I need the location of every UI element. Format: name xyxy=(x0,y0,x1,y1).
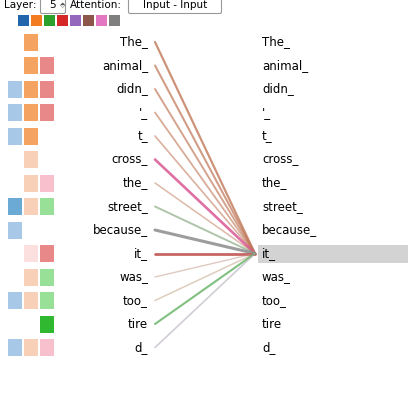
Bar xyxy=(18,15,29,26)
Bar xyxy=(24,33,38,51)
Bar xyxy=(24,80,38,98)
Text: d_: d_ xyxy=(262,341,275,354)
Bar xyxy=(24,151,38,168)
Text: tire: tire xyxy=(262,317,282,330)
Text: didn_: didn_ xyxy=(116,82,148,95)
Text: '_: '_ xyxy=(262,106,271,119)
Text: too_: too_ xyxy=(123,294,148,307)
Text: d_: d_ xyxy=(135,341,148,354)
Bar xyxy=(40,315,54,333)
Bar xyxy=(24,245,38,262)
Text: cross_: cross_ xyxy=(262,153,298,166)
Bar xyxy=(24,175,38,191)
Text: t_: t_ xyxy=(138,129,148,142)
Bar xyxy=(40,57,54,74)
Bar xyxy=(40,292,54,309)
Bar xyxy=(24,198,38,215)
Bar xyxy=(96,15,107,26)
Text: didn_: didn_ xyxy=(262,82,294,95)
Bar xyxy=(40,339,54,356)
Bar xyxy=(8,80,22,98)
Bar xyxy=(8,104,22,121)
Text: too_: too_ xyxy=(262,294,287,307)
Bar xyxy=(8,198,22,215)
Text: because_: because_ xyxy=(93,224,148,237)
Bar xyxy=(109,15,120,26)
Text: The_: The_ xyxy=(262,35,290,49)
Text: was_: was_ xyxy=(262,271,291,284)
Text: Layer:: Layer: xyxy=(4,0,36,10)
FancyBboxPatch shape xyxy=(41,0,66,13)
Bar xyxy=(8,127,22,144)
Text: it_: it_ xyxy=(262,247,276,260)
Bar xyxy=(40,175,54,191)
Text: The_: The_ xyxy=(120,35,148,49)
Bar xyxy=(40,104,54,121)
Bar xyxy=(70,15,81,26)
Bar xyxy=(40,198,54,215)
Bar xyxy=(31,15,42,26)
Text: 5: 5 xyxy=(50,0,56,10)
Bar xyxy=(40,80,54,98)
Text: ⬘: ⬘ xyxy=(60,2,65,8)
Bar xyxy=(83,15,94,26)
Bar xyxy=(24,339,38,356)
Bar xyxy=(24,57,38,74)
Text: tire: tire xyxy=(128,317,148,330)
Text: Attention:: Attention: xyxy=(70,0,122,10)
Bar xyxy=(258,244,408,262)
Bar xyxy=(24,268,38,286)
Bar xyxy=(40,245,54,262)
Text: cross_: cross_ xyxy=(112,153,148,166)
Bar xyxy=(24,104,38,121)
Bar xyxy=(57,15,68,26)
Text: was_: was_ xyxy=(119,271,148,284)
Bar xyxy=(8,222,22,239)
Text: animal_: animal_ xyxy=(262,59,308,72)
Text: '_: '_ xyxy=(139,106,148,119)
Bar xyxy=(40,268,54,286)
Bar xyxy=(8,292,22,309)
Text: the_: the_ xyxy=(262,177,288,189)
Text: the_: the_ xyxy=(122,177,148,189)
Bar xyxy=(24,127,38,144)
Text: it_: it_ xyxy=(134,247,148,260)
Text: animal_: animal_ xyxy=(102,59,148,72)
FancyBboxPatch shape xyxy=(128,0,222,13)
Text: because_: because_ xyxy=(262,224,317,237)
Text: street_: street_ xyxy=(107,200,148,213)
Bar xyxy=(8,339,22,356)
Bar xyxy=(24,292,38,309)
Text: street_: street_ xyxy=(262,200,303,213)
Bar xyxy=(44,15,55,26)
Text: Input - Input: Input - Input xyxy=(143,0,207,10)
Text: t_: t_ xyxy=(262,129,273,142)
